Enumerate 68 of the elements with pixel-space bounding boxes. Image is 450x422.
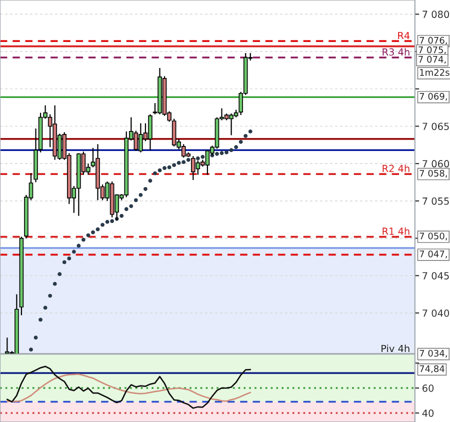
point <box>124 207 128 212</box>
point <box>52 282 57 286</box>
point <box>86 233 90 238</box>
point <box>81 238 86 242</box>
annotation: 7 034, <box>420 350 447 358</box>
point <box>38 318 42 322</box>
annotation: 7 069, <box>420 92 447 101</box>
y-tick-label: 7 065 <box>422 122 449 130</box>
point <box>162 166 166 170</box>
point <box>29 348 33 352</box>
annotation: 7 076, <box>420 36 447 45</box>
point <box>67 256 72 260</box>
annotation: 7 058, <box>420 170 447 178</box>
point <box>176 160 181 165</box>
point <box>248 130 252 134</box>
ref-line-label: R1 4h <box>382 227 410 235</box>
y-tick-label: 7 040 <box>422 309 450 317</box>
point <box>234 145 238 150</box>
point <box>172 163 176 168</box>
annotation: 7 047, <box>420 250 447 258</box>
point <box>215 152 219 156</box>
point <box>129 204 134 208</box>
point <box>100 222 104 227</box>
text: 7 075, <box>418 46 446 54</box>
point <box>182 160 186 164</box>
point <box>158 168 162 172</box>
point <box>72 250 76 254</box>
y-tick-label: 60 <box>422 384 434 392</box>
ref-line-label: R2 4h <box>382 164 410 172</box>
point <box>238 140 243 144</box>
point <box>105 220 110 224</box>
point <box>134 198 138 202</box>
point <box>62 260 66 264</box>
point <box>138 192 143 197</box>
point <box>167 165 172 170</box>
point <box>43 306 48 310</box>
annotation: 74,84 <box>420 365 444 374</box>
point <box>48 294 52 298</box>
point <box>96 227 100 232</box>
y-tick-label: 7 045 <box>422 272 449 280</box>
point <box>34 336 38 340</box>
point <box>244 134 248 138</box>
annotation: 7 050, <box>420 232 447 240</box>
point <box>153 171 157 176</box>
point <box>200 154 205 159</box>
point <box>58 272 62 276</box>
point <box>120 214 124 218</box>
ref-line-label: R4 <box>398 32 410 40</box>
ref-line-label: R3 4h <box>382 48 410 56</box>
point <box>186 158 190 162</box>
point <box>91 230 95 234</box>
point <box>196 156 200 160</box>
point <box>224 150 228 154</box>
point <box>148 178 152 183</box>
point <box>110 219 114 224</box>
point <box>229 148 234 152</box>
line-series <box>6 366 252 409</box>
point <box>220 151 224 156</box>
y-tick-label: 40 <box>422 409 434 417</box>
point <box>143 187 148 191</box>
y-tick-label: 7 055 <box>422 197 449 205</box>
annotation: 1m22s <box>420 68 450 76</box>
y-tick-label: 7 080 <box>422 10 450 18</box>
text: 7 074, <box>418 56 446 64</box>
ref-line-label: Piv 4h <box>382 344 410 352</box>
point <box>76 244 81 248</box>
line-series <box>6 373 252 402</box>
y-tick-label: 7 060 <box>422 160 450 168</box>
